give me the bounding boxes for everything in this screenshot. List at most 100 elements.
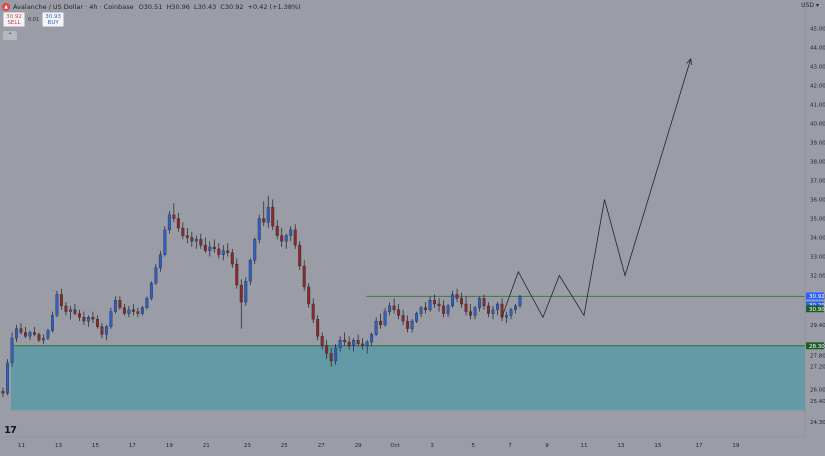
candle-body xyxy=(347,341,351,346)
candle-body xyxy=(262,218,266,223)
x-tick-label: 7 xyxy=(508,443,512,449)
candle-body xyxy=(46,330,50,339)
x-tick-label: 29 xyxy=(355,443,362,449)
candle-body xyxy=(181,227,185,236)
price-label-tag xyxy=(806,305,824,313)
candle-body xyxy=(320,336,324,346)
candle-body xyxy=(478,298,481,308)
y-tick-label: 34.00 xyxy=(810,236,825,242)
candle-body xyxy=(1,391,5,394)
y-tick-label: 45.00 xyxy=(810,27,825,33)
candle-body xyxy=(334,347,338,362)
candle-body xyxy=(406,320,410,329)
candle-body xyxy=(190,237,194,242)
y-tick-label: 44.00 xyxy=(810,46,825,52)
ohlc-values: O30.51 H30.96 L30.43 C30.92 +0.42 (+1.38… xyxy=(137,3,301,11)
candle-body xyxy=(235,263,239,286)
price-label-text: 30.90 xyxy=(809,307,825,313)
projection-path xyxy=(501,58,692,319)
candle-body xyxy=(469,311,472,316)
candle-body xyxy=(307,286,311,305)
price-axis xyxy=(805,0,825,452)
candle-body xyxy=(77,313,81,318)
ohlc-open: O30.51 xyxy=(138,2,163,11)
y-tick-label: 24.30 xyxy=(810,420,825,426)
candle-body xyxy=(28,332,32,337)
x-tick-label: 13 xyxy=(617,443,624,449)
candle-body xyxy=(131,309,135,312)
candle-body xyxy=(167,214,171,231)
candle-body xyxy=(37,334,41,341)
candle-body xyxy=(374,320,378,335)
ohlc-high: H30.96 xyxy=(166,2,190,11)
candle-body xyxy=(482,298,486,307)
x-tick-label: 11 xyxy=(18,443,25,449)
candle-body xyxy=(59,294,63,307)
x-tick-label: 5 xyxy=(471,443,475,449)
price-label-tag xyxy=(806,292,824,300)
candle-body xyxy=(509,309,513,316)
candle-body xyxy=(460,298,464,305)
candle-body xyxy=(428,300,432,310)
tradingview-logo-icon[interactable]: 17 xyxy=(4,425,17,436)
x-tick-label: 9 xyxy=(545,443,549,449)
candle-body xyxy=(217,248,221,255)
candle-body xyxy=(329,353,333,362)
candle-body xyxy=(158,254,162,269)
support-zone xyxy=(11,345,805,411)
candle-body xyxy=(140,307,144,314)
candle-body xyxy=(208,246,212,251)
candle-body xyxy=(311,303,315,320)
y-tick-label: 35.00 xyxy=(810,217,825,223)
candle-body xyxy=(15,328,18,339)
candle-body xyxy=(419,307,423,314)
y-tick-label: 38.00 xyxy=(810,160,825,166)
candle-body xyxy=(442,305,446,314)
x-tick-label: 17 xyxy=(695,443,702,449)
x-tick-label: 15 xyxy=(654,443,661,449)
candle-body xyxy=(473,307,477,316)
symbol-title[interactable]: Avalanche / US Dollar · 4h · Coinbase xyxy=(13,2,134,11)
candle-body xyxy=(100,326,104,335)
y-tick-label: 42.00 xyxy=(810,84,825,90)
candle-body xyxy=(109,311,113,327)
sell-label: SELL xyxy=(7,19,21,26)
candle-body xyxy=(298,244,302,267)
candle-body xyxy=(280,235,284,242)
candle-body xyxy=(397,309,401,316)
candle-body xyxy=(316,319,320,337)
candle-body xyxy=(266,206,270,223)
candle-body xyxy=(343,339,347,343)
candle-body xyxy=(496,303,499,310)
candle-body xyxy=(145,298,149,308)
candle-body xyxy=(338,339,342,348)
buy-label: BUY xyxy=(47,19,59,26)
sell-price: 30.92 xyxy=(6,13,22,20)
x-tick-label: 19 xyxy=(732,443,739,449)
candle-body xyxy=(365,341,369,346)
price-label-tag xyxy=(806,342,824,350)
candle-body xyxy=(33,332,36,335)
candle-body xyxy=(356,339,360,345)
candle-body xyxy=(455,294,459,299)
collapse-legend-button[interactable]: ⌃ xyxy=(3,31,17,40)
chevron-up-icon: ⌃ xyxy=(7,32,13,39)
sell-button[interactable]: 30.92 SELL xyxy=(3,12,25,27)
candle-body xyxy=(284,235,288,242)
candle-body xyxy=(253,239,257,261)
candle-body xyxy=(82,317,86,322)
candle-body xyxy=(199,239,203,246)
candle-body xyxy=(73,309,77,314)
currency-selector[interactable]: USD ▾ xyxy=(801,2,819,9)
ohlc-close: C30.92 xyxy=(220,2,244,11)
candle-body xyxy=(203,244,207,251)
candle-body xyxy=(113,300,117,312)
candle-body xyxy=(518,295,522,307)
x-tick-label: 3 xyxy=(430,443,434,449)
candle-body xyxy=(244,281,248,303)
y-tick-label: 33.00 xyxy=(810,255,825,261)
x-tick-label: 25 xyxy=(281,443,288,449)
buy-button[interactable]: 30.93 BUY xyxy=(42,12,65,27)
